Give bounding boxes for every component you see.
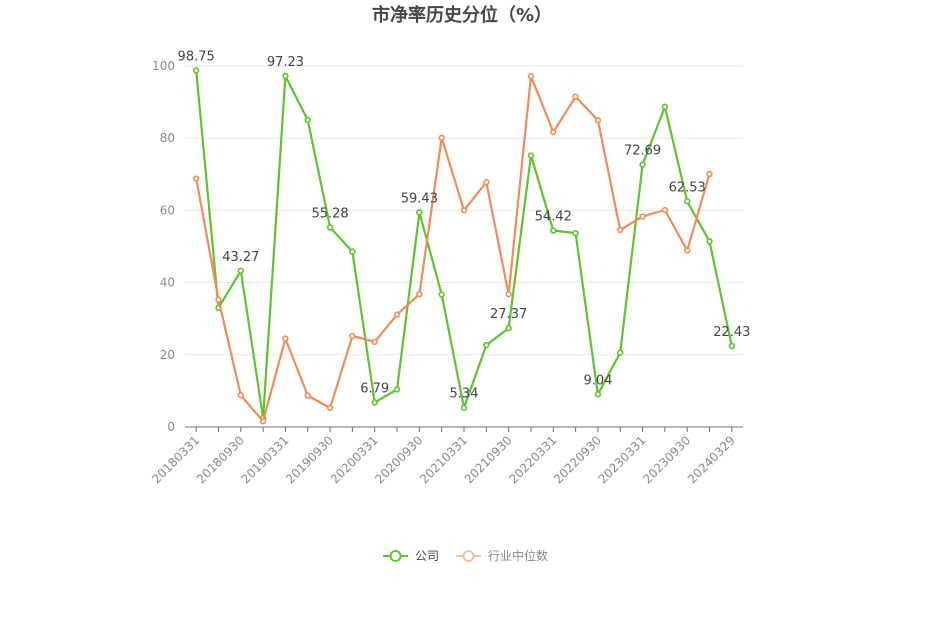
y-tick-label: 0 bbox=[167, 420, 175, 434]
legend-item-industry-median[interactable]: 行业中位数 bbox=[456, 548, 548, 563]
data-point[interactable] bbox=[594, 116, 602, 124]
data-point[interactable] bbox=[460, 207, 468, 214]
x-tick-label: 20200331 bbox=[328, 433, 381, 486]
data-point[interactable] bbox=[237, 392, 245, 399]
data-point[interactable] bbox=[282, 335, 289, 342]
legend-marker bbox=[462, 550, 475, 562]
data-label: 22.43 bbox=[713, 325, 750, 340]
data-point[interactable] bbox=[706, 170, 713, 178]
y-tick-label: 60 bbox=[160, 203, 175, 217]
data-label: 27.37 bbox=[490, 307, 527, 322]
data-point[interactable] bbox=[282, 72, 289, 80]
legend-label: 行业中位数 bbox=[488, 548, 548, 563]
series-line-company bbox=[195, 70, 733, 420]
data-point[interactable] bbox=[215, 296, 222, 303]
data-point[interactable] bbox=[349, 332, 356, 340]
data-point[interactable] bbox=[527, 72, 535, 80]
data-point[interactable] bbox=[460, 404, 468, 411]
data-label: 72.69 bbox=[624, 144, 661, 159]
data-point[interactable] bbox=[706, 238, 713, 245]
data-point[interactable] bbox=[661, 103, 669, 110]
x-tick-label: 20230331 bbox=[596, 433, 649, 486]
data-point[interactable] bbox=[371, 338, 378, 346]
data-point[interactable] bbox=[572, 229, 579, 237]
x-tick-label: 20190331 bbox=[238, 433, 291, 486]
data-label: 97.23 bbox=[267, 55, 304, 70]
x-tick-label: 20180930 bbox=[194, 433, 247, 486]
x-tick-label: 20180331 bbox=[149, 433, 202, 486]
x-tick-label: 20230930 bbox=[640, 433, 693, 486]
data-point[interactable] bbox=[393, 386, 401, 393]
data-point[interactable] bbox=[661, 206, 669, 214]
data-point[interactable] bbox=[192, 67, 200, 74]
data-label: 98.75 bbox=[178, 50, 215, 65]
y-tick-label: 80 bbox=[160, 131, 175, 145]
data-point[interactable] bbox=[505, 324, 512, 332]
data-point[interactable] bbox=[572, 93, 579, 100]
data-point[interactable] bbox=[527, 152, 535, 159]
data-label: 5.34 bbox=[450, 387, 479, 402]
data-labels: 98.75 43.27 97.23 55.28 6.79 59.43 5.34 27.37 54… bbox=[178, 50, 751, 402]
legend-item-company[interactable]: 公司 bbox=[383, 549, 439, 563]
data-point[interactable] bbox=[483, 341, 490, 349]
data-point[interactable] bbox=[192, 175, 200, 182]
data-point[interactable] bbox=[304, 116, 311, 124]
data-point[interactable] bbox=[550, 128, 557, 136]
data-point[interactable] bbox=[728, 342, 736, 350]
data-point[interactable] bbox=[438, 134, 445, 142]
legend[interactable]: 公司 行业中位数 bbox=[383, 548, 548, 563]
data-point[interactable] bbox=[259, 418, 267, 425]
legend-marker bbox=[389, 550, 402, 562]
chart-title: 市净率历史分位（%） bbox=[372, 4, 552, 26]
y-tick-label: 20 bbox=[160, 348, 175, 362]
data-label: 43.27 bbox=[222, 250, 259, 265]
x-tick-label: 20220331 bbox=[506, 433, 559, 486]
data-point[interactable] bbox=[639, 213, 646, 220]
data-point[interactable] bbox=[304, 392, 311, 399]
legend-label: 公司 bbox=[415, 549, 439, 563]
data-point[interactable] bbox=[617, 349, 624, 356]
data-label: 54.42 bbox=[535, 210, 572, 225]
data-point[interactable] bbox=[237, 267, 245, 274]
data-label: 59.43 bbox=[401, 191, 438, 206]
y-tick-label: 100 bbox=[152, 59, 175, 73]
y-tick-label: 40 bbox=[160, 276, 175, 290]
data-label: 55.28 bbox=[311, 206, 348, 221]
data-label: 6.79 bbox=[360, 381, 389, 396]
data-label: 62.53 bbox=[669, 180, 706, 195]
data-point[interactable] bbox=[483, 179, 490, 186]
data-point[interactable] bbox=[594, 391, 602, 398]
data-point[interactable] bbox=[416, 290, 423, 298]
x-tick-label: 20210331 bbox=[417, 433, 470, 486]
x-tick-label: 20220930 bbox=[551, 433, 604, 486]
x-tick-label: 20240329 bbox=[685, 433, 738, 486]
data-point[interactable] bbox=[550, 227, 557, 234]
data-label: 9.04 bbox=[583, 373, 612, 388]
data-point[interactable] bbox=[326, 224, 334, 231]
x-tick-label: 20210930 bbox=[462, 433, 515, 486]
data-point[interactable] bbox=[326, 404, 334, 412]
data-point[interactable] bbox=[349, 248, 356, 255]
data-point[interactable] bbox=[639, 161, 646, 168]
data-point[interactable] bbox=[505, 290, 512, 298]
data-point[interactable] bbox=[371, 399, 378, 406]
data-point[interactable] bbox=[416, 209, 423, 216]
x-tick-label: 20200930 bbox=[372, 433, 425, 486]
series bbox=[192, 67, 736, 425]
x-tick-label: 20190930 bbox=[283, 433, 336, 486]
series-line-industry-median bbox=[195, 74, 711, 423]
data-point[interactable] bbox=[683, 247, 691, 254]
data-point[interactable] bbox=[438, 291, 445, 298]
data-point[interactable] bbox=[683, 198, 691, 205]
data-point[interactable] bbox=[393, 311, 401, 318]
data-point[interactable] bbox=[617, 226, 624, 234]
